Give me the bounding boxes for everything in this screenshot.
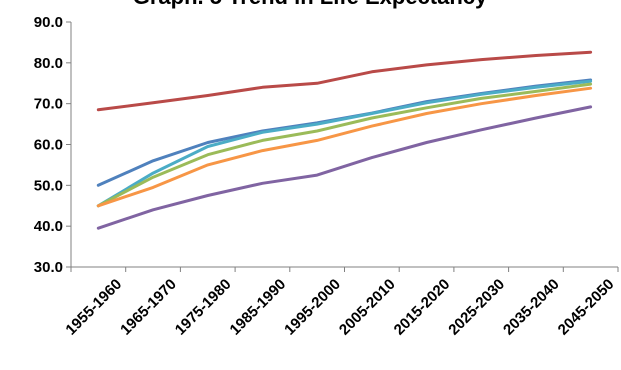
x-tick-label: 1955-1960 bbox=[62, 276, 125, 339]
x-tick-label: 1965-1970 bbox=[117, 276, 180, 339]
x-tick-label: 1995-2000 bbox=[281, 276, 344, 339]
x-tick-label: 2045-2050 bbox=[555, 276, 618, 339]
y-tick-label: 90.0 bbox=[34, 14, 63, 31]
x-tick-label: 2025-2030 bbox=[445, 276, 508, 339]
x-tick-label: 1985-1990 bbox=[227, 276, 290, 339]
y-tick-label: 40.0 bbox=[34, 218, 63, 235]
x-tick-label: 1975-1980 bbox=[172, 276, 235, 339]
y-tick-label: 60.0 bbox=[34, 137, 63, 154]
y-tick-label: 30.0 bbox=[34, 259, 63, 276]
series-line-3 bbox=[96, 79, 593, 208]
series-line-6 bbox=[96, 105, 593, 230]
x-tick-label: 2015-2020 bbox=[391, 276, 454, 339]
y-tick-label: 50.0 bbox=[34, 177, 63, 194]
y-tick-label: 80.0 bbox=[34, 55, 63, 72]
series-line-5 bbox=[96, 86, 593, 208]
y-tick-label: 70.0 bbox=[34, 96, 63, 113]
chart-title: Graph. 5 Trend in Life Expectancy bbox=[75, 0, 545, 10]
x-tick-label: 2035-2040 bbox=[500, 276, 563, 339]
series-line-4 bbox=[96, 82, 593, 208]
series-line-1 bbox=[96, 50, 593, 112]
x-tick-label: 2005-2010 bbox=[336, 276, 399, 339]
